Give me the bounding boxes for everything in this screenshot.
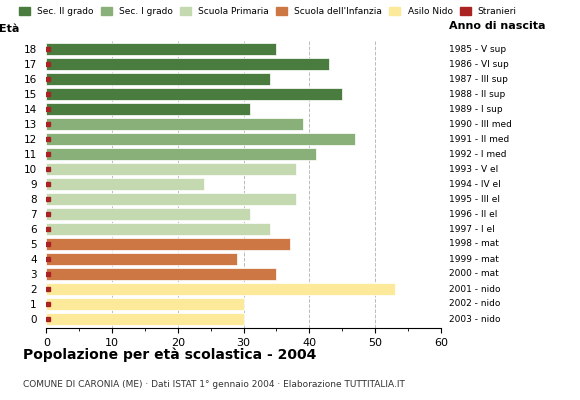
Bar: [46, 208, 250, 220]
Bar: [46, 58, 329, 70]
Bar: [46, 178, 204, 190]
Bar: [46, 163, 296, 175]
Text: 1987 - III sup: 1987 - III sup: [450, 74, 508, 84]
Text: Popolazione per età scolastica - 2004: Popolazione per età scolastica - 2004: [23, 348, 317, 362]
Bar: [46, 268, 277, 280]
Text: 1992 - I med: 1992 - I med: [450, 150, 507, 158]
Text: 1993 - V el: 1993 - V el: [450, 164, 499, 174]
Bar: [46, 223, 270, 235]
Text: 2003 - nido: 2003 - nido: [450, 314, 501, 324]
Bar: [46, 118, 303, 130]
Text: Anno di nascita: Anno di nascita: [450, 21, 546, 31]
Text: 2000 - mat: 2000 - mat: [450, 270, 499, 278]
Text: 1985 - V sup: 1985 - V sup: [450, 44, 506, 54]
Bar: [46, 88, 342, 100]
Bar: [46, 298, 244, 310]
Bar: [46, 313, 244, 325]
Bar: [46, 133, 356, 145]
Bar: [46, 103, 250, 115]
Text: COMUNE DI CARONIA (ME) · Dati ISTAT 1° gennaio 2004 · Elaborazione TUTTITALIA.IT: COMUNE DI CARONIA (ME) · Dati ISTAT 1° g…: [23, 380, 405, 389]
Text: 1995 - III el: 1995 - III el: [450, 194, 501, 204]
Text: 1989 - I sup: 1989 - I sup: [450, 104, 503, 114]
Text: 1994 - IV el: 1994 - IV el: [450, 180, 501, 188]
Bar: [46, 148, 316, 160]
Bar: [46, 43, 277, 55]
Text: 1996 - II el: 1996 - II el: [450, 210, 498, 218]
Text: 1998 - mat: 1998 - mat: [450, 240, 499, 248]
Text: 1990 - III med: 1990 - III med: [450, 120, 512, 128]
Text: 1999 - mat: 1999 - mat: [450, 254, 499, 264]
Legend: Sec. II grado, Sec. I grado, Scuola Primaria, Scuola dell'Infanzia, Asilo Nido, : Sec. II grado, Sec. I grado, Scuola Prim…: [19, 7, 517, 16]
Bar: [46, 283, 395, 295]
Text: 1997 - I el: 1997 - I el: [450, 224, 495, 234]
Bar: [46, 193, 296, 205]
Bar: [46, 73, 270, 85]
Text: 2001 - nido: 2001 - nido: [450, 284, 501, 294]
Bar: [46, 253, 237, 265]
Text: Età: Età: [0, 24, 20, 34]
Text: 1986 - VI sup: 1986 - VI sup: [450, 60, 509, 68]
Bar: [46, 238, 289, 250]
Text: 1988 - II sup: 1988 - II sup: [450, 90, 506, 98]
Text: 1991 - II med: 1991 - II med: [450, 134, 509, 144]
Text: 2002 - nido: 2002 - nido: [450, 300, 501, 308]
